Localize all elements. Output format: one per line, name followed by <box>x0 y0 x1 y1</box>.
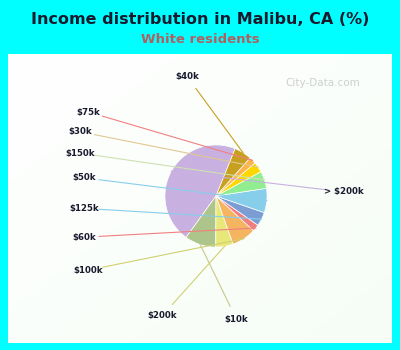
Text: $100k: $100k <box>74 266 103 275</box>
Wedge shape <box>216 196 258 231</box>
Wedge shape <box>165 145 235 237</box>
Wedge shape <box>216 188 267 213</box>
Text: City-Data.com: City-Data.com <box>286 78 360 88</box>
Wedge shape <box>216 196 233 247</box>
Wedge shape <box>216 196 264 225</box>
Text: $200k: $200k <box>148 311 177 320</box>
Wedge shape <box>216 158 255 196</box>
Text: $10k: $10k <box>225 315 248 324</box>
Text: $150k: $150k <box>65 149 95 158</box>
Text: White residents: White residents <box>141 33 259 46</box>
Text: > $200k: > $200k <box>324 187 364 196</box>
Text: $40k: $40k <box>175 72 199 81</box>
Text: $75k: $75k <box>76 107 100 117</box>
Wedge shape <box>216 163 261 196</box>
Text: $50k: $50k <box>72 173 96 182</box>
Wedge shape <box>216 149 250 196</box>
Text: $60k: $60k <box>72 233 96 242</box>
Text: $125k: $125k <box>69 204 99 213</box>
Wedge shape <box>216 196 254 244</box>
Text: $30k: $30k <box>68 127 92 136</box>
Text: Income distribution in Malibu, CA (%): Income distribution in Malibu, CA (%) <box>31 12 369 27</box>
Wedge shape <box>186 196 216 247</box>
Wedge shape <box>216 172 266 196</box>
